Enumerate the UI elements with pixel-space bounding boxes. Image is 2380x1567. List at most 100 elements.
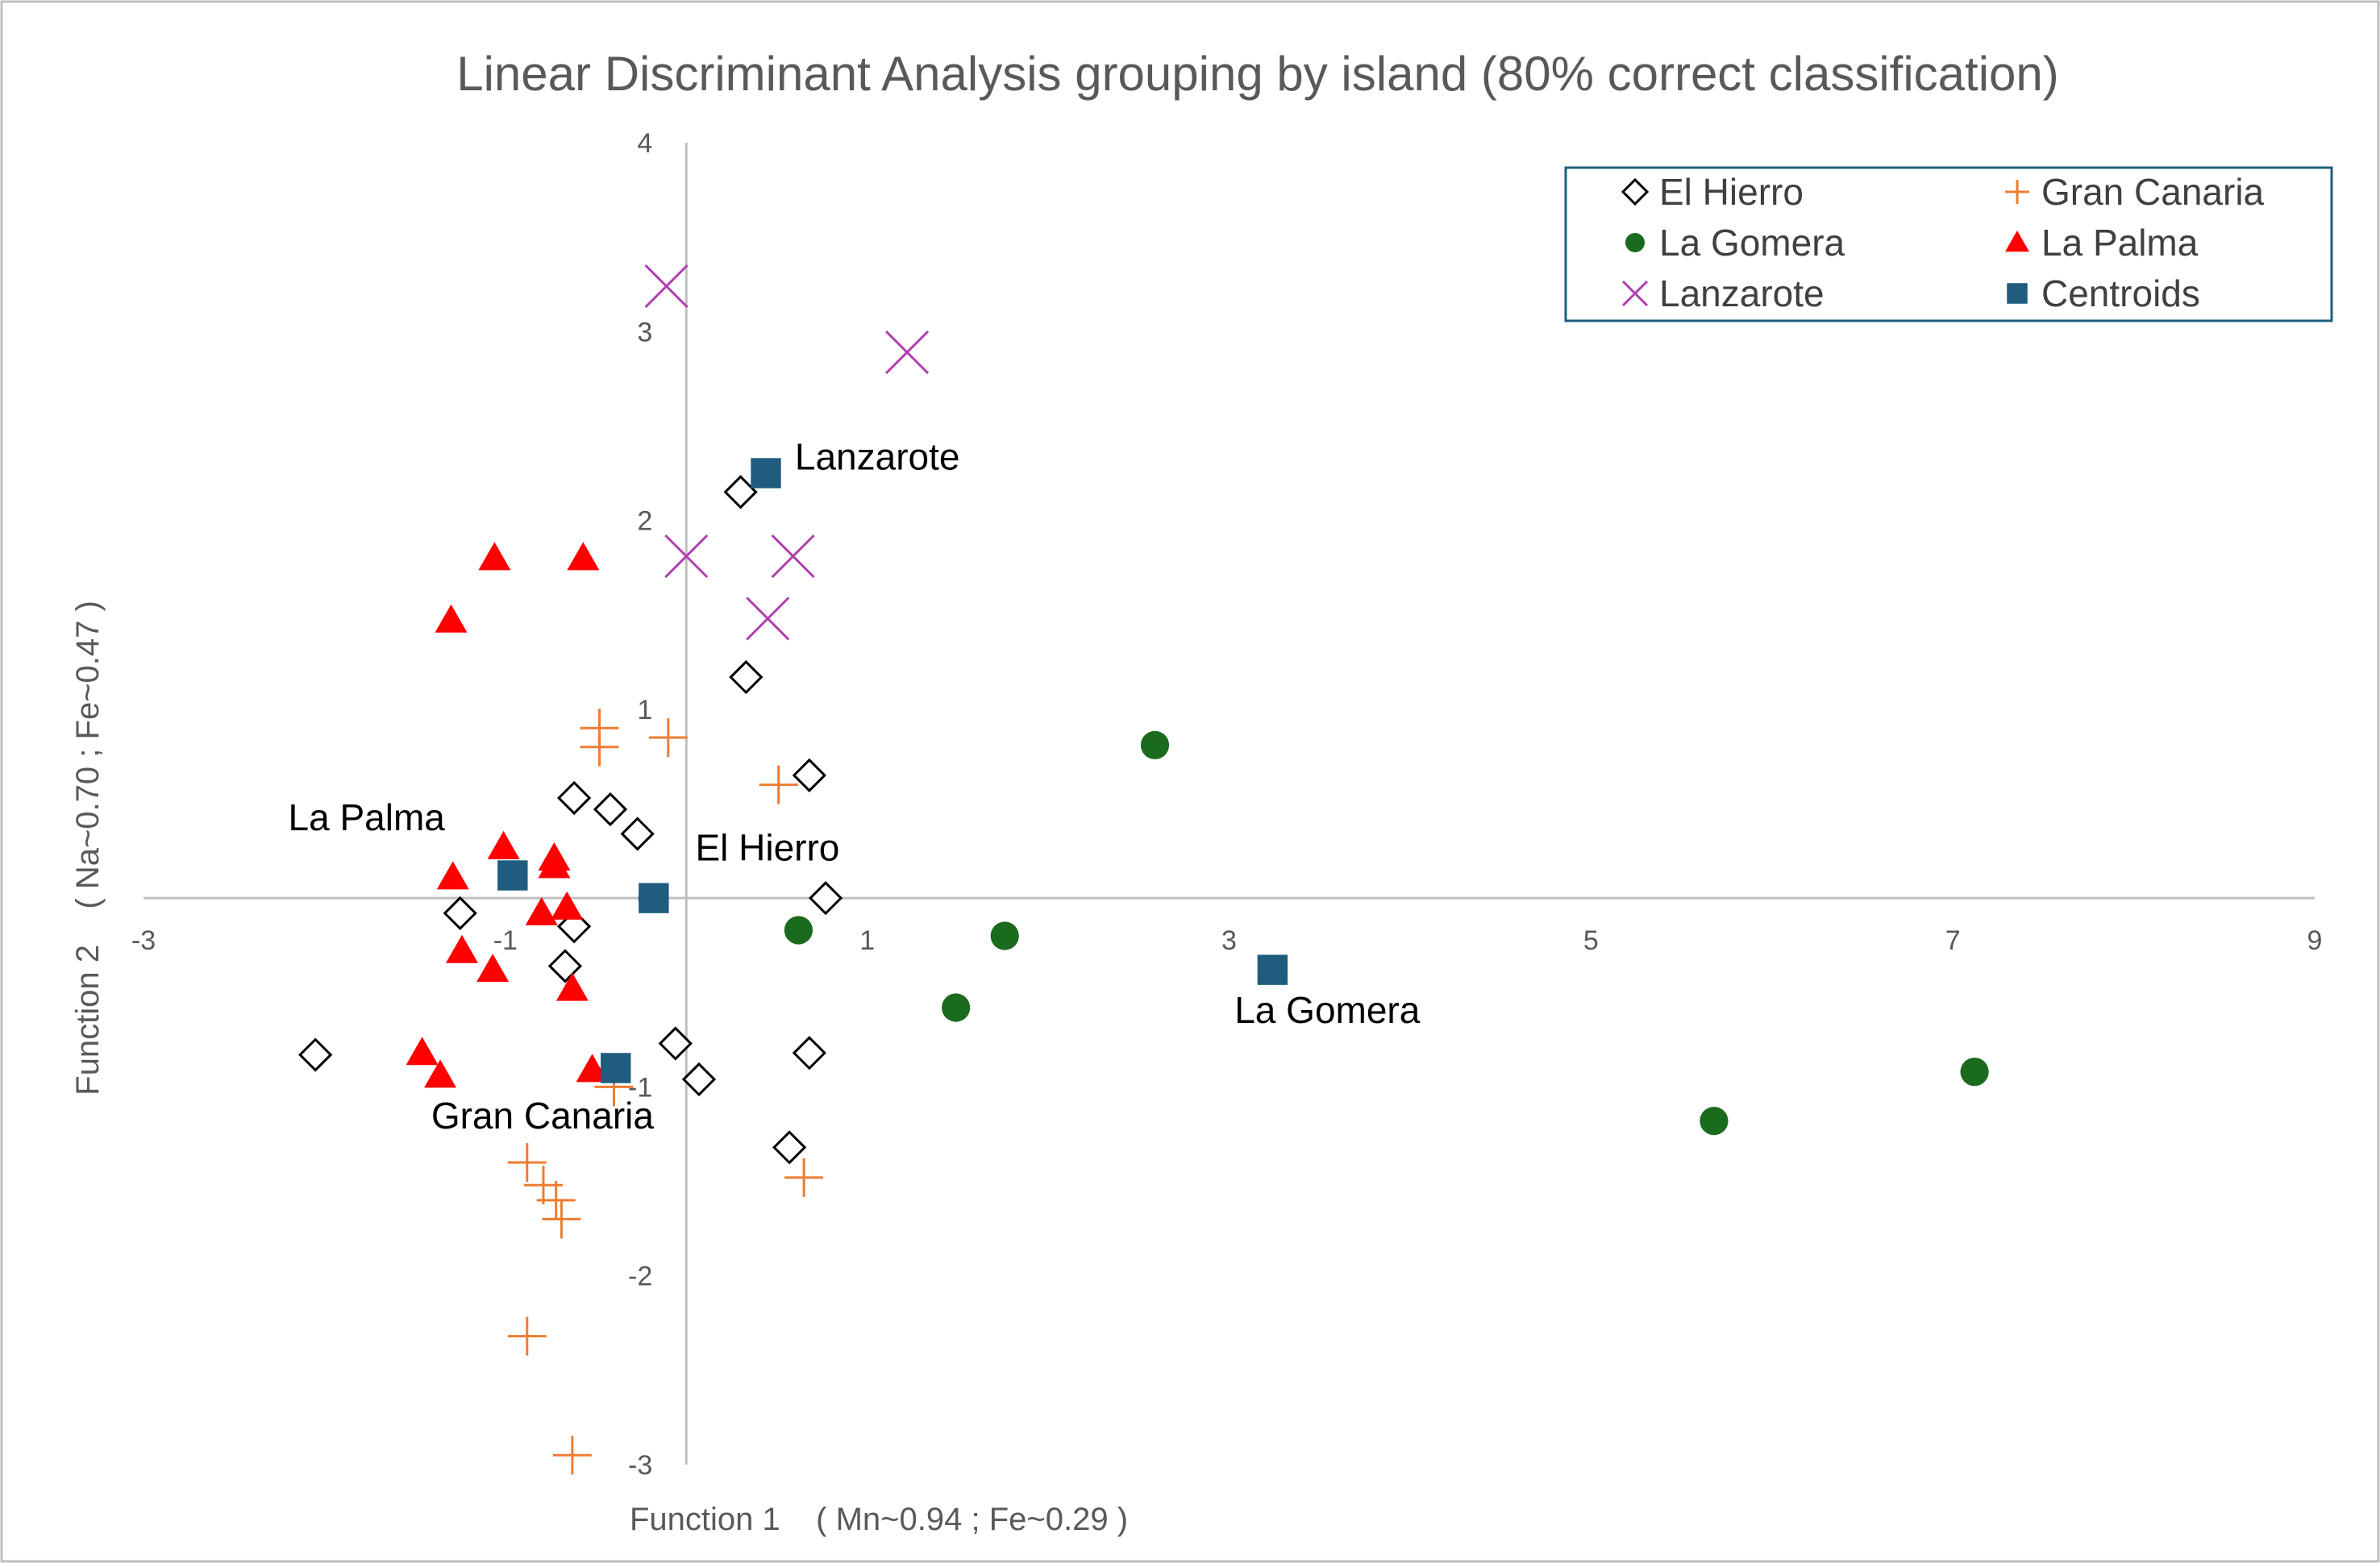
legend: El Hierro Gran Canaria La Gomera La Palma La… [1564,166,2333,322]
point-gran-canaria [507,1143,547,1183]
point-gran-canaria [507,1316,547,1356]
x-tick-label: 3 [1221,925,1237,956]
legend-items: El Hierro Gran Canaria La Gomera La Palma La… [1621,171,2265,314]
axes-layer [144,143,2315,1465]
point-la-palma [525,896,558,925]
point-el-hierro [298,1037,333,1072]
point-el-hierro [792,758,826,792]
point-la-palma [436,861,469,890]
legend-marker-lanzarote [1621,280,1649,307]
legend-label: Gran Canaria [2041,171,2265,213]
point-la-palma [551,891,584,920]
point-centroids [639,883,669,913]
x-tick-label: -1 [493,925,518,956]
legend-item-gran-canaria: Gran Canaria [2005,171,2265,213]
point-centroids [1257,954,1288,985]
point-la-gomera [784,916,813,945]
x-tick-label: 7 [1945,925,1961,956]
point-la-gomera [1960,1058,1989,1087]
legend-label: La Gomera [1659,222,1845,264]
y-tick-label: 2 [637,506,652,537]
x-axis-title: Function 1 ( Mn~0.94 ; Fe~0.29 ) [630,1502,1128,1537]
series-centroids [497,458,1288,1083]
point-lanzarote [746,596,790,641]
legend-marker-gran-canaria [2005,180,2029,204]
point-gran-canaria [648,718,688,757]
annotation-label: La Gomera [1234,989,1421,1031]
point-gran-canaria [784,1158,824,1197]
point-gran-canaria [580,727,619,767]
point-centroids [751,458,781,488]
point-la-palma [476,954,510,983]
point-la-palma [406,1037,439,1066]
point-centroids [601,1053,631,1083]
legend-item-la-gomera: La Gomera [1625,222,1845,264]
point-gran-canaria [542,1199,581,1239]
point-gran-canaria [759,765,798,804]
legend-item-la-palma: La Palma [2005,222,2199,264]
x-tick-label: -3 [131,925,156,956]
annotations: Lanzarote El Hierro La Palma La Gomera Gran … [289,435,1421,1137]
legend-label: El Hierro [1659,171,1804,213]
legend-label: Centroids [2041,272,2200,314]
point-la-gomera [942,993,971,1022]
legend-marker-la-gomera [1625,233,1645,252]
legend-marker-centroids [2007,283,2028,304]
point-gran-canaria [552,1436,592,1475]
legend-item-centroids: Centroids [2007,272,2200,314]
annotation-label: La Palma [289,796,446,838]
point-el-hierro [681,1062,717,1097]
x-tick-label: 5 [1583,925,1599,956]
point-lanzarote [771,534,815,579]
data-points [298,264,1989,1475]
point-la-palma [435,604,468,633]
point-el-hierro [658,1026,693,1061]
x-tick-label: 1 [859,925,875,956]
point-lanzarote [884,330,930,375]
legend-label: La Palma [2041,222,2199,264]
point-lanzarote [664,534,709,579]
point-la-palma [576,1054,609,1083]
y-tick-label: -3 [628,1450,652,1481]
legend-box [1564,166,2333,322]
series-la-gomera [784,730,1989,1136]
point-la-palma [538,850,571,879]
annotation-label: Gran Canaria [431,1095,655,1137]
x-tick-labels: -3 -1 1 3 5 7 9 [131,925,2323,956]
legend-marker-la-palma [2005,231,2029,252]
point-la-palma [445,934,478,963]
point-el-hierro [593,792,628,827]
point-la-palma [487,830,520,859]
point-el-hierro [772,1130,807,1165]
series-la-palma [406,542,609,1088]
point-el-hierro [729,659,764,695]
annotation-label: El Hierro [695,826,839,868]
chart-title: Linear Discriminant Analysis grouping by… [456,47,2059,101]
point-el-hierro [443,896,477,931]
point-centroids [497,860,528,891]
x-tick-label: 9 [2307,925,2323,956]
point-el-hierro [556,780,592,816]
point-la-gomera [990,921,1019,950]
point-la-gomera [1700,1107,1729,1136]
legend-item-lanzarote: Lanzarote [1621,272,1825,314]
point-lanzarote [644,264,689,309]
y-tick-label: 3 [637,317,652,347]
y-tick-label: 4 [637,128,652,159]
series-lanzarote [644,264,930,641]
y-tick-label: 1 [637,695,652,725]
point-gran-canaria [536,1181,576,1220]
point-el-hierro [792,1036,826,1070]
legend-label: Lanzarote [1659,272,1825,314]
point-la-palma [555,972,589,1001]
y-tick-label: -2 [628,1261,652,1292]
point-la-palma [478,542,511,571]
legend-marker-el-hierro [1621,177,1650,206]
point-el-hierro [723,475,758,509]
point-la-gomera [1140,730,1170,759]
y-axis-title: Function 2 ( Na~0.70 ; Fe~0.47 ) [70,601,106,1095]
legend-item-el-hierro: El Hierro [1621,171,1804,213]
point-la-palma [424,1059,457,1088]
